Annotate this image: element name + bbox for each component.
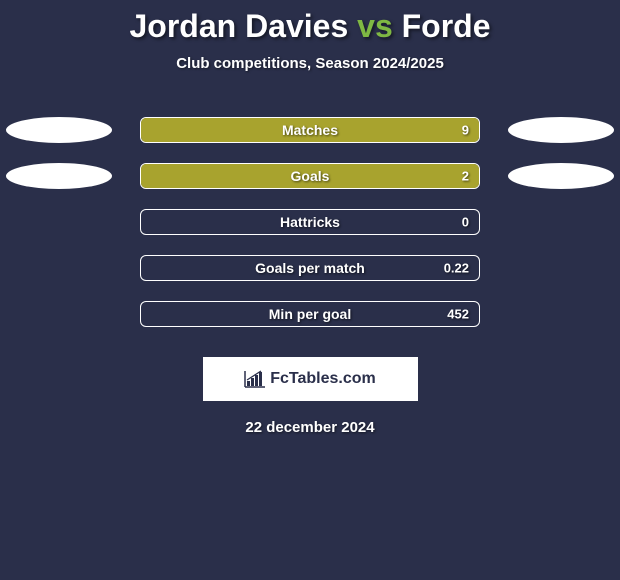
chart-icon — [244, 370, 266, 388]
player2-name: Forde — [402, 8, 491, 44]
brand-text: FcTables.com — [270, 370, 376, 388]
stat-label: Hattricks — [280, 214, 340, 230]
date-label: 22 december 2024 — [0, 419, 620, 436]
brand-logo[interactable]: FcTables.com — [203, 357, 418, 401]
vs-label: vs — [357, 8, 393, 44]
stat-row: Min per goal 452 — [0, 291, 620, 337]
stat-label: Goals — [291, 168, 330, 184]
decoration-ellipse — [508, 117, 614, 143]
stat-bar: Min per goal 452 — [140, 301, 480, 327]
stats-container: Matches 9 Goals 2 Hattricks 0 Goals per match 0… — [0, 107, 620, 337]
decoration-ellipse — [6, 117, 112, 143]
stat-value: 0.22 — [444, 261, 469, 276]
comparison-title: Jordan Davies vs Forde — [0, 0, 620, 45]
stat-row: Matches 9 — [0, 107, 620, 153]
stat-value: 0 — [462, 215, 469, 230]
stat-row: Hattricks 0 — [0, 199, 620, 245]
subtitle: Club competitions, Season 2024/2025 — [0, 55, 620, 72]
stat-row: Goals per match 0.22 — [0, 245, 620, 291]
stat-bar: Hattricks 0 — [140, 209, 480, 235]
decoration-ellipse — [508, 163, 614, 189]
stat-row: Goals 2 — [0, 153, 620, 199]
stat-bar: Goals per match 0.22 — [140, 255, 480, 281]
stat-bar: Goals 2 — [140, 163, 480, 189]
stat-value: 452 — [447, 307, 469, 322]
stat-value: 2 — [462, 169, 469, 184]
stat-value: 9 — [462, 123, 469, 138]
decoration-ellipse — [6, 163, 112, 189]
stat-label: Matches — [282, 122, 338, 138]
player1-name: Jordan Davies — [129, 8, 348, 44]
stat-bar: Matches 9 — [140, 117, 480, 143]
stat-label: Goals per match — [255, 260, 365, 276]
stat-label: Min per goal — [269, 306, 351, 322]
